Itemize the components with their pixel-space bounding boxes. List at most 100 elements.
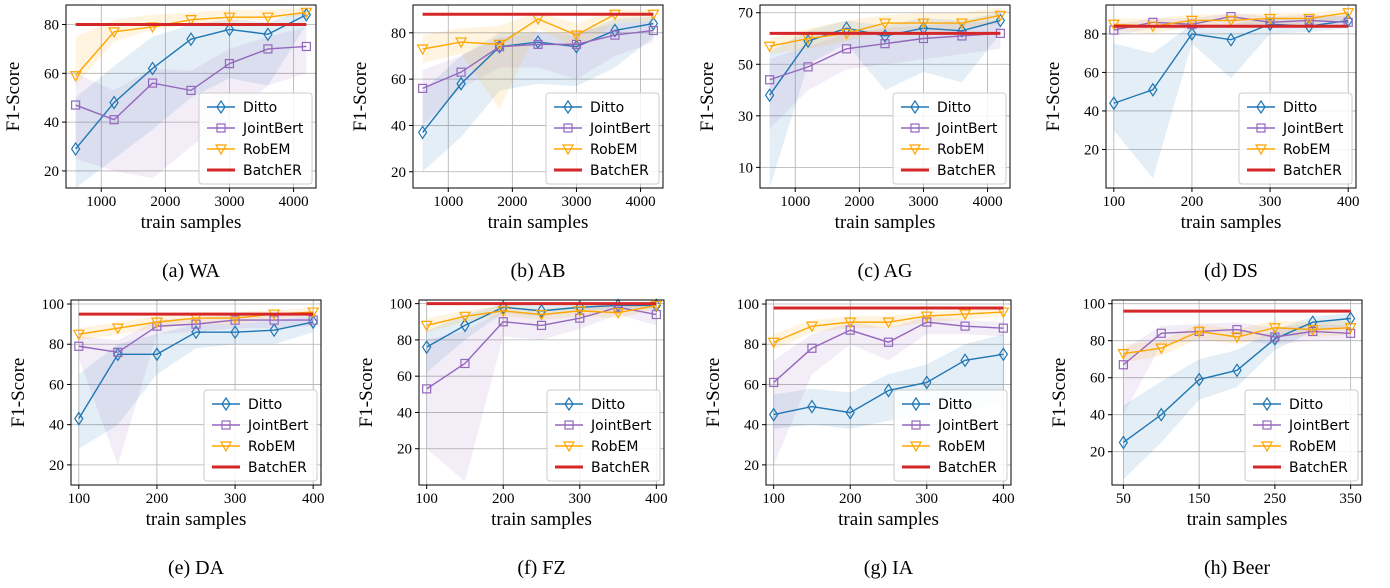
y-tick-label: 80 — [44, 18, 59, 34]
y-tick-label: 100 — [1083, 297, 1106, 313]
legend-label-ditto: Ditto — [591, 397, 625, 413]
triangle-down-marker — [882, 317, 895, 329]
triangle-down-marker — [146, 22, 159, 34]
triangle-down-marker — [1230, 332, 1244, 344]
panel-caption: (e) DA — [168, 557, 225, 579]
panel-caption: (b) AB — [511, 260, 566, 282]
diamond-marker — [498, 300, 508, 315]
triangle-down-marker — [908, 144, 922, 156]
series-robem — [767, 307, 1010, 349]
diamond-marker — [610, 23, 620, 38]
square-marker — [418, 83, 428, 93]
series-line — [422, 22, 654, 133]
x-axis: 100 200 300 400 — [1103, 188, 1359, 210]
legend: Ditto JointBert RobEM BatchER — [203, 389, 318, 482]
y-tick-label: 60 — [397, 369, 412, 385]
square-marker — [803, 62, 813, 72]
diamond-marker — [456, 76, 466, 91]
square-marker — [460, 358, 470, 369]
plot-frame — [412, 4, 664, 189]
square-marker — [71, 100, 81, 110]
triangle-down-marker — [150, 317, 163, 329]
triangle-down-marker — [307, 307, 320, 319]
panel-caption: (c) AG — [858, 260, 913, 282]
chart-panel-4: 100 200 300 400 20 40 60 80 train samples F1-Scor… — [1043, 4, 1359, 282]
y-axis: 20 40 60 80 100 — [390, 297, 419, 458]
series-line — [426, 304, 657, 327]
triangle-down-marker — [878, 18, 892, 30]
y-tick-label: 60 — [49, 377, 64, 393]
diamond-marker — [564, 396, 574, 412]
x-axis-label: train samples — [491, 509, 592, 530]
x-tick-label: 300 — [569, 491, 592, 507]
y-tick-label: 10 — [738, 160, 753, 176]
diamond-marker — [807, 399, 817, 414]
diamond-marker — [191, 325, 201, 340]
square-marker — [769, 377, 779, 388]
diamond-marker — [922, 375, 932, 390]
legend-label-jointbert: JointBert — [590, 418, 652, 434]
triangle-down-marker — [108, 27, 121, 39]
square-marker — [807, 343, 817, 353]
legend-box — [1244, 389, 1359, 482]
y-tick-label: 80 — [397, 333, 412, 349]
plot-frame — [759, 4, 1011, 189]
y-tick-label: 40 — [744, 418, 759, 434]
y-tick-label: 60 — [1084, 65, 1099, 81]
square-marker — [610, 30, 620, 40]
triangle-down-marker — [767, 337, 780, 349]
triangle-down-marker — [111, 323, 124, 335]
plot-frame — [70, 299, 322, 486]
x-axis-label: train samples — [1181, 212, 1282, 233]
square-marker — [113, 347, 123, 357]
chart-panel-5: 100 200 300 400 20 40 60 80 100 train samples F1-S… — [8, 297, 324, 579]
legend-label-robem: RobEM — [1283, 142, 1330, 158]
square-marker — [1156, 328, 1166, 338]
triangle-down-marker — [493, 39, 506, 51]
triangle-down-marker — [763, 41, 776, 53]
triangle-down-marker — [612, 308, 625, 319]
diamond-marker — [648, 16, 659, 31]
legend-label-jointbert: JointBert — [1282, 121, 1344, 137]
x-axis: 100 200 300 400 — [415, 485, 668, 507]
x-tick-label: 350 — [1339, 491, 1362, 507]
triangle-down-marker — [805, 321, 818, 333]
triangle-down-marker — [920, 311, 933, 323]
band-jointbert — [426, 303, 657, 482]
x-tick-label: 3000 — [561, 194, 591, 210]
square-marker — [883, 337, 894, 347]
square-marker — [910, 123, 920, 133]
diamond-marker — [960, 353, 970, 368]
x-tick-label: 100 — [1103, 194, 1126, 210]
square-marker — [74, 341, 84, 351]
x-axis-label: train samples — [146, 509, 247, 530]
triangle-down-marker — [455, 37, 468, 49]
square-marker — [765, 75, 775, 85]
band-ditto — [422, 16, 654, 172]
legend-label-ditto: Ditto — [590, 100, 624, 116]
x-tick-label: 3000 — [908, 194, 938, 210]
square-marker — [422, 384, 432, 394]
y-tick-label: 30 — [738, 109, 753, 125]
square-marker — [1256, 123, 1266, 133]
diamond-marker — [269, 323, 279, 338]
diamond-marker — [147, 61, 158, 76]
triangle-down-marker — [917, 18, 930, 30]
legend-label-batcher: BatchER — [590, 163, 649, 179]
x-tick-label: 2000 — [497, 194, 527, 210]
triangle-down-marker — [562, 441, 576, 453]
x-axis: 50 150 250 350 — [1116, 485, 1362, 507]
triangle-down-marker — [1264, 13, 1277, 25]
x-tick-label: 100 — [415, 491, 438, 507]
x-axis-label: train samples — [838, 509, 939, 530]
legend-label-robem: RobEM — [938, 439, 985, 455]
y-tick-label: 60 — [1090, 371, 1105, 387]
x-tick-label: 4000 — [279, 194, 309, 210]
band-robem — [773, 308, 1004, 351]
x-tick-label: 200 — [492, 491, 515, 507]
y-tick-label: 20 — [391, 165, 406, 181]
legend-label-jointbert: JointBert — [247, 418, 309, 434]
series-robem — [69, 7, 313, 82]
legend: Ditto JointBert RobEM BatchER — [545, 92, 660, 185]
x-tick-label: 1000 — [86, 194, 116, 210]
